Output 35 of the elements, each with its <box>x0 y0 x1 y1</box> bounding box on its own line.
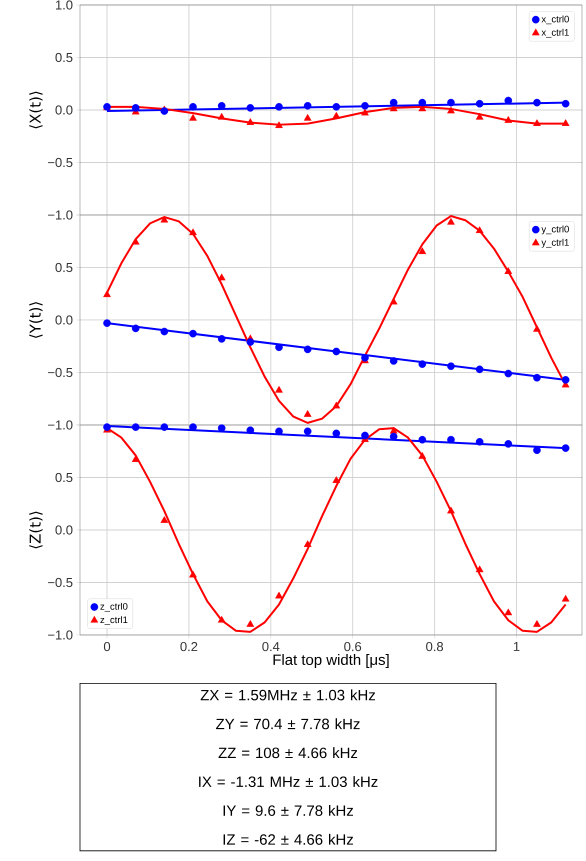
legend-label: x_ctrl0 <box>542 15 569 24</box>
y-axis-title: ⟨Z(t)⟩ <box>29 512 43 548</box>
legend-label: y_ctrl1 <box>541 238 569 248</box>
x-tick-label: 0.6 <box>344 642 362 652</box>
legend-label: y_ctrl0 <box>541 225 569 234</box>
y-tick-label: 0.0 <box>55 105 72 115</box>
legend-label: z_ctrl1 <box>100 616 128 625</box>
y-tick-label: 0.0 <box>55 315 72 325</box>
x-axis-title: Flat top width [μs] <box>274 654 389 668</box>
x-tick-label: 0.2 <box>180 642 198 652</box>
text: IX = -1.31 MHz ± 1.03 kHz <box>199 776 378 788</box>
text: ZZ = 108 ± 4.66 kHz <box>218 747 358 758</box>
legend-label: x_ctrl1 <box>542 28 569 38</box>
text: ZX = 1.59MHz ± 1.03 kHz <box>200 689 375 700</box>
x-tick-label: 0 <box>104 642 110 652</box>
y-tick-label: −0.5 <box>48 158 72 168</box>
y-axis-title: ⟨X(t)⟩ <box>29 92 43 128</box>
y-tick-label: −1.0 <box>48 210 72 220</box>
x-tick-label: 0.4 <box>262 642 280 652</box>
y-tick-label: −0.5 <box>48 578 72 588</box>
y-axis-title: ⟨Y(t)⟩ <box>29 302 43 338</box>
y-tick-label: 0.5 <box>55 472 72 482</box>
y-tick-label: 0.5 <box>55 52 72 62</box>
y-tick-label: 0.0 <box>55 525 72 535</box>
text: IY = 9.6 ± 7.78 kHz <box>224 804 354 816</box>
y-tick-label: −1.0 <box>48 630 72 640</box>
text: IZ = -62 ± 4.66 kHz <box>224 834 353 845</box>
legend-label: z_ctrl0 <box>100 602 128 612</box>
text: ZY = 70.4 ± 7.78 kHz <box>216 718 360 730</box>
y-tick-label: 1.0 <box>56 0 72 10</box>
y-tick-label: −0.5 <box>48 368 72 378</box>
y-tick-label: 0.5 <box>55 262 72 272</box>
x-tick-label: 0.8 <box>426 642 444 652</box>
y-tick-label: −1.0 <box>48 420 72 430</box>
x-tick-label: 1 <box>514 642 520 651</box>
